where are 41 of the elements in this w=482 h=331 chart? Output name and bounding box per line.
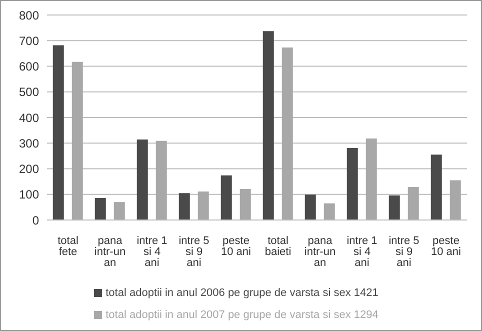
y-tick-label: 200 bbox=[18, 162, 40, 176]
legend-label: total adoptii in anul 2007 pe grupe de varsta si sex 1294 bbox=[106, 309, 378, 321]
bar bbox=[198, 192, 209, 220]
x-tick-label: intre 1 si 4 ani bbox=[136, 234, 168, 269]
y-tick-label: 600 bbox=[18, 60, 40, 74]
y-tick-label: 300 bbox=[18, 136, 40, 150]
bar bbox=[450, 180, 461, 220]
y-tick-label: 700 bbox=[18, 34, 40, 48]
x-tick-label: intre 5 si 9 ani bbox=[388, 234, 420, 269]
x-tick-label: intre 1 si 4 ani bbox=[346, 234, 378, 269]
bar bbox=[114, 202, 125, 220]
bar bbox=[72, 62, 83, 220]
x-tick-label: peste 10 ani bbox=[431, 234, 461, 258]
bar bbox=[262, 31, 274, 220]
x-tick-label: pana intr-un an bbox=[304, 234, 336, 269]
y-tick-label: 0 bbox=[32, 213, 40, 228]
bar bbox=[136, 140, 148, 220]
x-tick-label: peste 10 ani bbox=[221, 234, 251, 258]
x-tick-label: total baieti bbox=[264, 234, 292, 258]
bar bbox=[388, 195, 400, 220]
bar bbox=[178, 193, 190, 220]
y-tick-label: 400 bbox=[18, 110, 40, 125]
bar bbox=[240, 188, 251, 220]
bar bbox=[282, 48, 293, 220]
x-tick-label: total fete bbox=[58, 234, 78, 258]
bar bbox=[304, 194, 316, 220]
bar bbox=[324, 203, 335, 220]
bar bbox=[94, 198, 106, 220]
y-tick-label: 100 bbox=[18, 188, 40, 202]
x-tick-label: intre 5 si 9 ani bbox=[178, 234, 210, 269]
bar bbox=[220, 175, 232, 220]
y-tick-label: 800 bbox=[18, 8, 40, 22]
bar bbox=[366, 138, 377, 220]
x-tick-label: pana intr-un an bbox=[94, 234, 126, 269]
bar bbox=[52, 45, 64, 220]
legend-label: total adoptii in anul 2006 pe grupe de varsta si sex 1421 bbox=[106, 287, 378, 299]
bar bbox=[156, 140, 167, 220]
bar bbox=[430, 154, 442, 220]
bar bbox=[346, 148, 358, 220]
bar bbox=[408, 186, 419, 220]
y-tick-label: 500 bbox=[18, 85, 40, 100]
